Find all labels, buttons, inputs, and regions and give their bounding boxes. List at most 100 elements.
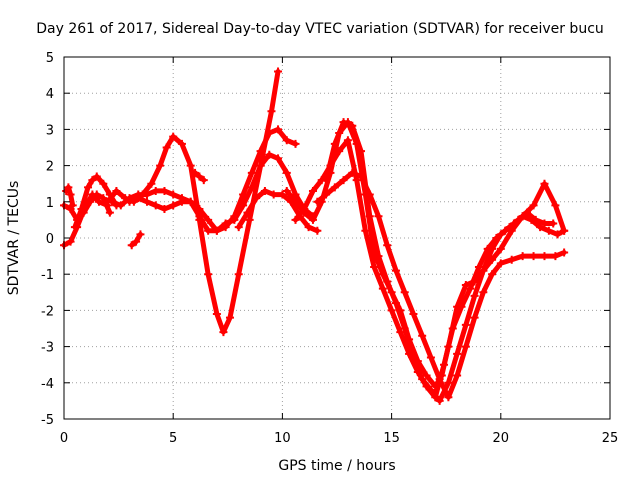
data-point xyxy=(77,205,86,214)
data-point xyxy=(357,147,366,156)
data-point xyxy=(282,186,291,195)
data-point xyxy=(151,201,160,210)
data-point xyxy=(361,226,370,235)
data-point xyxy=(322,176,331,185)
data-point xyxy=(479,288,488,297)
data-point xyxy=(470,313,479,322)
data-point xyxy=(505,223,514,232)
data-point xyxy=(536,223,545,232)
data-point xyxy=(278,190,287,199)
x-tick-label: 20 xyxy=(493,431,510,446)
data-point xyxy=(448,324,457,333)
data-point xyxy=(169,190,178,199)
data-point xyxy=(540,179,549,188)
data-point xyxy=(245,215,254,224)
data-point xyxy=(496,259,505,268)
data-point xyxy=(195,212,204,221)
data-point xyxy=(199,176,208,185)
data-point xyxy=(221,219,230,228)
y-tick-label: -4 xyxy=(41,377,54,392)
series-band xyxy=(72,174,119,230)
data-point xyxy=(92,190,101,199)
data-point xyxy=(186,161,195,170)
data-point xyxy=(99,194,108,203)
data-point xyxy=(291,197,300,206)
data-point xyxy=(540,219,549,228)
data-point xyxy=(66,237,75,246)
data-point xyxy=(313,226,322,235)
data-point xyxy=(66,190,75,199)
data-point xyxy=(142,190,151,199)
series-band xyxy=(236,188,320,234)
data-point xyxy=(560,226,569,235)
data-point xyxy=(291,215,300,224)
data-point xyxy=(234,223,243,232)
data-point xyxy=(518,252,527,261)
data-point xyxy=(496,244,505,253)
data-point xyxy=(70,223,79,232)
y-tick-label: 5 xyxy=(46,51,54,66)
data-point xyxy=(151,186,160,195)
data-point xyxy=(308,215,317,224)
data-point xyxy=(105,208,114,217)
data-point xyxy=(470,291,479,300)
data-point xyxy=(529,201,538,210)
data-point xyxy=(435,396,444,405)
data-point xyxy=(335,147,344,156)
data-point xyxy=(387,306,396,315)
data-point xyxy=(252,194,261,203)
data-series xyxy=(60,67,569,405)
data-point xyxy=(529,252,538,261)
data-point xyxy=(426,386,435,395)
data-point xyxy=(134,194,143,203)
data-point xyxy=(479,266,488,275)
grid-lines xyxy=(64,57,610,419)
data-point xyxy=(247,183,256,192)
data-point xyxy=(461,342,470,351)
series-track-14 xyxy=(322,118,558,405)
y-tick-label: -3 xyxy=(41,341,54,356)
data-point xyxy=(365,212,374,221)
data-point xyxy=(219,328,228,337)
data-point xyxy=(274,125,283,134)
data-point xyxy=(212,310,221,319)
data-point xyxy=(313,197,322,206)
data-point xyxy=(418,375,427,384)
y-tick-label: 2 xyxy=(46,160,54,175)
y-axis-label: SDTVAR / TECUs xyxy=(6,181,22,296)
data-point xyxy=(409,310,418,319)
data-point xyxy=(514,215,523,224)
series-track-4 xyxy=(62,183,77,210)
y-tick-label: -5 xyxy=(41,413,54,428)
data-point xyxy=(322,190,331,199)
data-point xyxy=(94,197,103,206)
series-track-8 xyxy=(127,230,145,250)
data-point xyxy=(444,393,453,402)
data-point xyxy=(125,197,134,206)
x-axis-label: GPS time / hours xyxy=(278,458,395,474)
data-point xyxy=(291,139,300,148)
y-tick-label: 0 xyxy=(46,232,54,247)
data-point xyxy=(267,107,276,116)
data-point xyxy=(343,136,352,145)
data-point xyxy=(256,147,265,156)
data-point xyxy=(64,183,73,192)
data-point xyxy=(409,353,418,362)
data-point xyxy=(204,270,213,279)
data-point xyxy=(474,262,483,271)
data-point xyxy=(282,136,291,145)
data-point xyxy=(457,302,466,311)
data-point xyxy=(551,252,560,261)
data-point xyxy=(330,183,339,192)
data-point xyxy=(391,266,400,275)
data-point xyxy=(370,262,379,271)
data-point xyxy=(453,371,462,380)
data-point xyxy=(230,215,239,224)
data-point xyxy=(422,371,431,380)
data-point xyxy=(156,161,165,170)
data-point xyxy=(99,179,108,188)
data-point xyxy=(239,201,248,210)
data-point xyxy=(265,150,274,159)
data-point xyxy=(256,161,265,170)
